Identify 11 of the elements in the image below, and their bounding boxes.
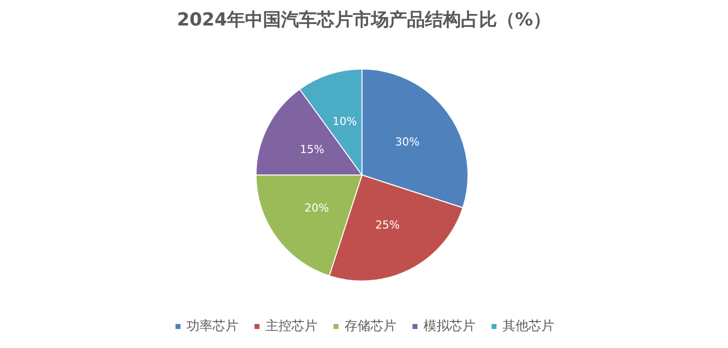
- legend-label: 存储芯片: [344, 319, 396, 334]
- legend-label: 功率芯片: [186, 318, 238, 334]
- data-label: 10%: [332, 115, 357, 128]
- legend-label: 其他芯片: [502, 319, 554, 334]
- legend-label: 主控芯片: [266, 318, 318, 334]
- data-label: 25%: [375, 218, 400, 232]
- data-label: 30%: [395, 136, 420, 149]
- data-label: 20%: [304, 201, 329, 214]
- data-label: 15%: [300, 143, 324, 156]
- legend-label: 模拟芯片: [424, 319, 476, 334]
- chart-title: 2024年中国汽车芯片市场产品结构占比（%）: [176, 10, 552, 30]
